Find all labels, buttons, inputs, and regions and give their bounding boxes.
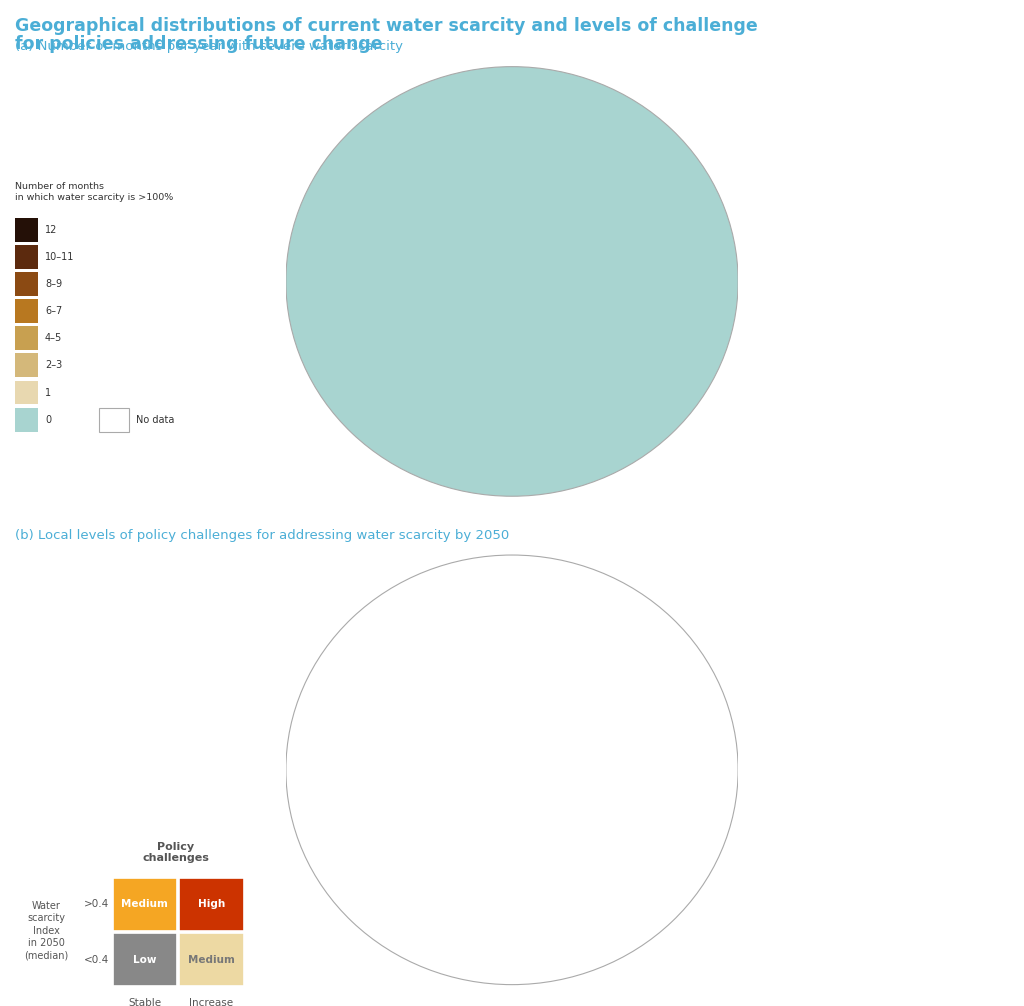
Ellipse shape	[286, 66, 738, 496]
Text: Number of months
in which water scarcity is >100%: Number of months in which water scarcity…	[15, 182, 174, 202]
Text: Geographical distributions of current water scarcity and levels of challenge: Geographical distributions of current wa…	[15, 17, 758, 35]
Text: Policy
challenges: Policy challenges	[142, 842, 209, 863]
Text: Medium: Medium	[188, 955, 234, 965]
Text: High: High	[198, 899, 225, 909]
Text: >0.4: >0.4	[84, 899, 110, 909]
Ellipse shape	[286, 555, 738, 985]
Text: No data: No data	[136, 414, 174, 425]
Text: 1: 1	[45, 387, 51, 397]
Text: 4–5: 4–5	[45, 333, 62, 343]
Text: Medium: Medium	[122, 899, 168, 909]
Text: 6–7: 6–7	[45, 306, 62, 316]
Text: 2–3: 2–3	[45, 360, 62, 370]
Text: Increase: Increase	[189, 998, 233, 1006]
Text: 12: 12	[45, 224, 57, 234]
Text: Water
scarcity
Index
in 2050
(median): Water scarcity Index in 2050 (median)	[24, 900, 69, 961]
Text: 8–9: 8–9	[45, 279, 62, 289]
Text: Low: Low	[133, 955, 157, 965]
Text: <0.4: <0.4	[84, 955, 110, 965]
Text: 0: 0	[45, 414, 51, 425]
Text: 10–11: 10–11	[45, 252, 75, 262]
Text: (b) Local levels of policy challenges for addressing water scarcity by 2050: (b) Local levels of policy challenges fo…	[15, 529, 510, 541]
Text: (a) Number of months per year with severe water scarcity: (a) Number of months per year with sever…	[15, 40, 403, 53]
Text: for policies addressing future change: for policies addressing future change	[15, 35, 383, 53]
Text: Stable: Stable	[128, 998, 162, 1006]
